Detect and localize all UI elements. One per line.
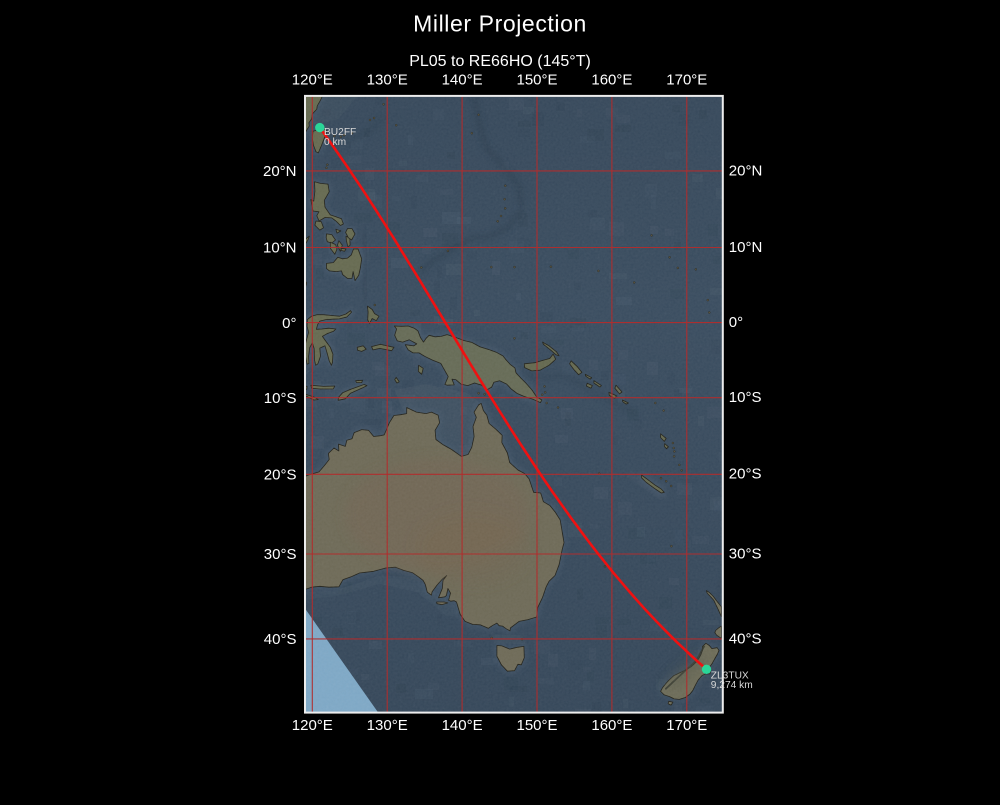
svg-text:130°E: 130°E bbox=[367, 72, 408, 89]
svg-text:120°E: 120°E bbox=[292, 72, 333, 89]
svg-text:20°N: 20°N bbox=[729, 162, 763, 179]
svg-text:10°N: 10°N bbox=[729, 239, 763, 256]
svg-text:140°E: 140°E bbox=[442, 72, 483, 89]
svg-text:150°E: 150°E bbox=[516, 717, 557, 734]
svg-text:BU2FF: BU2FF bbox=[324, 127, 356, 138]
svg-text:40°S: 40°S bbox=[264, 631, 297, 648]
svg-text:130°E: 130°E bbox=[367, 717, 408, 734]
svg-text:120°E: 120°E bbox=[292, 717, 333, 734]
svg-text:170°E: 170°E bbox=[666, 72, 707, 89]
svg-text:30°S: 30°S bbox=[264, 546, 297, 563]
svg-text:150°E: 150°E bbox=[516, 72, 557, 89]
svg-text:40°S: 40°S bbox=[729, 630, 762, 647]
svg-text:10°S: 10°S bbox=[729, 389, 762, 406]
svg-text:160°E: 160°E bbox=[591, 717, 632, 734]
svg-text:20°S: 20°S bbox=[264, 466, 297, 483]
svg-text:PL05 to RE66HO (145°T): PL05 to RE66HO (145°T) bbox=[409, 53, 591, 70]
svg-text:30°S: 30°S bbox=[729, 545, 762, 562]
svg-text:0°: 0° bbox=[282, 315, 296, 332]
svg-text:9,274 km: 9,274 km bbox=[711, 680, 753, 691]
svg-text:160°E: 160°E bbox=[591, 72, 632, 89]
svg-text:140°E: 140°E bbox=[442, 717, 483, 734]
svg-text:0 km: 0 km bbox=[324, 137, 346, 148]
svg-text:10°S: 10°S bbox=[264, 390, 297, 407]
svg-text:170°E: 170°E bbox=[666, 717, 707, 734]
svg-text:0°: 0° bbox=[729, 314, 743, 331]
svg-text:10°N: 10°N bbox=[263, 240, 297, 257]
svg-text:20°N: 20°N bbox=[263, 163, 297, 180]
svg-text:Miller Projection: Miller Projection bbox=[413, 11, 587, 37]
svg-text:ZL3TUX: ZL3TUX bbox=[711, 670, 749, 681]
svg-text:20°S: 20°S bbox=[729, 466, 762, 483]
